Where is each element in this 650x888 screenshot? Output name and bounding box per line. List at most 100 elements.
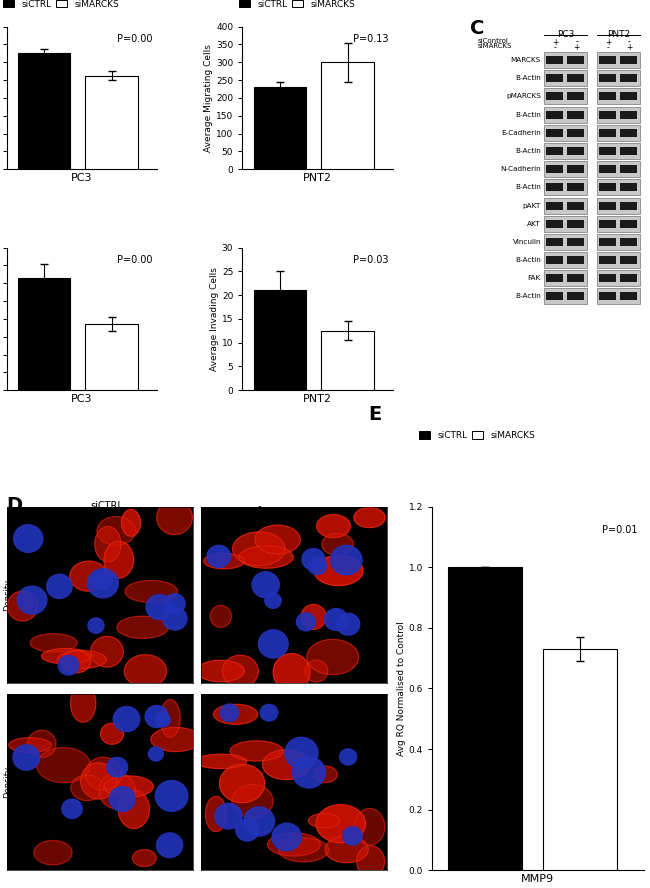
Bar [619,238,637,246]
Circle shape [13,745,40,770]
Bar [599,183,616,191]
Polygon shape [151,727,200,751]
Bar [619,75,637,83]
Bar [567,219,584,227]
Bar [599,56,616,64]
Polygon shape [210,606,231,628]
Bar [619,219,637,227]
Text: B-Actin: B-Actin [515,185,541,190]
Text: B-Actin: B-Actin [515,148,541,154]
Text: +: + [604,37,611,46]
Polygon shape [95,527,121,562]
Legend: siCTRL, siMARCKS: siCTRL, siMARCKS [3,0,119,9]
Bar [567,165,584,173]
Bar [597,125,640,141]
Bar [85,324,138,390]
Bar [546,56,563,64]
Circle shape [47,575,72,599]
Polygon shape [354,808,385,845]
Bar [544,270,587,286]
Polygon shape [325,836,369,863]
Bar [567,147,584,155]
Circle shape [107,757,127,777]
Bar [567,129,584,137]
Bar [18,278,70,390]
Circle shape [113,707,140,732]
Polygon shape [222,655,258,687]
Text: C: C [470,20,484,38]
Bar [546,183,563,191]
Polygon shape [301,605,326,630]
Bar [254,87,306,170]
Circle shape [220,704,239,722]
Bar [599,256,616,264]
Bar [544,162,587,178]
Polygon shape [322,534,354,555]
Text: siCTRL: siCTRL [90,501,124,511]
X-axis label: MMP9: MMP9 [521,875,554,884]
Circle shape [88,618,104,633]
Circle shape [265,593,281,608]
Circle shape [92,571,112,590]
Polygon shape [316,805,365,843]
Bar [544,52,587,68]
Polygon shape [305,660,328,682]
Circle shape [236,819,259,841]
Bar [544,216,587,232]
Bar [619,202,637,210]
Polygon shape [161,700,180,737]
Bar [597,270,640,286]
Polygon shape [279,837,329,862]
Text: D: D [6,496,23,515]
Text: N-Cadherin: N-Cadherin [500,166,541,172]
Polygon shape [357,845,385,877]
Polygon shape [61,651,91,673]
X-axis label: PNT2: PNT2 [303,394,332,404]
Polygon shape [125,581,177,602]
Text: P=0.03: P=0.03 [353,255,388,265]
Text: -: - [606,43,609,52]
Bar [546,256,563,264]
Circle shape [292,757,326,788]
Bar [597,289,640,305]
Text: +: + [90,512,98,522]
Polygon shape [34,840,72,865]
Bar [599,202,616,210]
Polygon shape [309,813,340,828]
Bar [567,202,584,210]
Bar [544,143,587,159]
Y-axis label: Average Invading Cells: Average Invading Cells [210,267,219,371]
Text: PNT2: PNT2 [607,30,630,39]
Text: B-Actin: B-Actin [515,258,541,263]
Polygon shape [27,730,56,757]
Bar [619,147,637,155]
Bar [567,274,584,282]
Polygon shape [117,616,168,638]
Circle shape [285,737,318,768]
Polygon shape [239,546,293,568]
Polygon shape [133,850,156,867]
Bar [597,143,640,159]
Bar [544,234,587,250]
Text: E: E [369,405,382,424]
Polygon shape [214,704,257,725]
Bar [567,256,584,264]
Circle shape [215,804,242,829]
Bar [599,165,616,173]
X-axis label: PC3: PC3 [71,394,92,404]
Polygon shape [203,553,244,569]
Bar [544,252,587,268]
Text: PC3: PC3 [557,30,575,39]
Polygon shape [104,776,153,797]
Polygon shape [205,797,226,832]
Bar [544,197,587,213]
Polygon shape [7,591,38,621]
Bar [597,162,640,178]
Circle shape [207,545,230,567]
Text: +: + [626,43,632,52]
Bar [597,89,640,105]
Bar [599,219,616,227]
Polygon shape [354,508,385,527]
Text: -: - [554,43,556,52]
Polygon shape [314,556,363,585]
